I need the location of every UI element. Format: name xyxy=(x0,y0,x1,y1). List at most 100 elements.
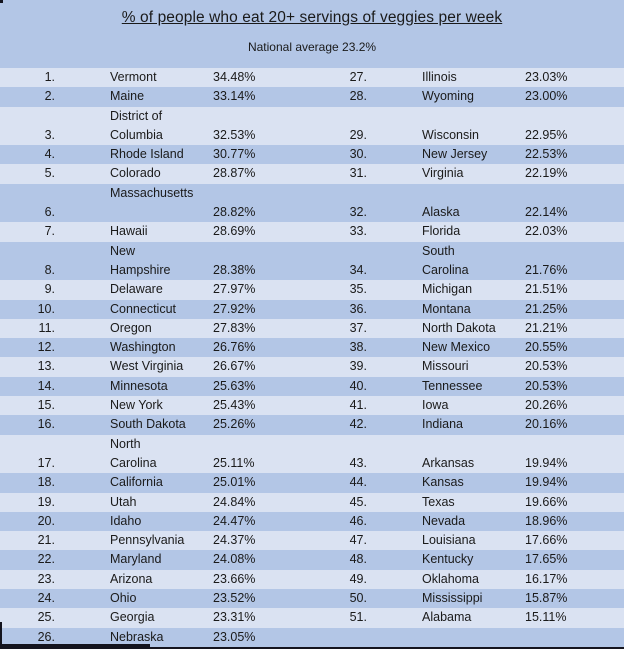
percent-cell: 25.11% xyxy=(213,455,255,470)
rank-cell: 31. xyxy=(349,166,367,181)
state-cell: Hawaii xyxy=(55,222,213,241)
state-cell: Pennsylvania xyxy=(55,531,213,550)
percent-cell: 28.38% xyxy=(213,262,256,277)
state-cell: Kentucky xyxy=(367,550,525,569)
table-row: 22. Maryland 24.08% 48. Kentucky 17.65% xyxy=(0,550,624,570)
state-name-line: Utah xyxy=(110,494,137,509)
rank-cell: 25. xyxy=(37,610,55,625)
state-cell: Colorado xyxy=(55,164,213,183)
table-row: 12. Washington 26.76% 38. New Mexico 20.55% xyxy=(0,338,624,358)
rankings-table: 1. Vermont 34.48% 27. Illinois 23.03% 2. Maine 3… xyxy=(0,68,624,647)
rank-cell: 41. xyxy=(349,398,367,413)
state-cell: Maine xyxy=(55,87,213,106)
table-row: 6. Massachusetts 28.82% 32. Alaska 22.14% xyxy=(0,183,624,223)
state-name-line: Kentucky xyxy=(422,552,474,567)
state-cell: Alabama xyxy=(367,608,525,627)
state-name-line: Michigan xyxy=(422,282,473,297)
percent-cell: 25.43% xyxy=(213,398,256,413)
state-cell: Oregon xyxy=(55,319,213,338)
rank-cell: 13. xyxy=(37,359,55,374)
state-cell: Ohio xyxy=(55,589,213,608)
bottom-edge-line xyxy=(0,647,624,649)
title-row: % of people who eat 20+ servings of vegg… xyxy=(0,0,624,27)
percent-cell: 33.14% xyxy=(213,89,256,104)
state-name-line: District of xyxy=(110,108,163,123)
percent-cell: 30.77% xyxy=(213,147,256,162)
state-name-line: Idaho xyxy=(110,513,142,528)
percent-cell: 25.26% xyxy=(213,417,256,432)
rank-cell: 43. xyxy=(349,455,367,470)
state-name-line: South Dakota xyxy=(110,417,186,432)
rank-cell: 50. xyxy=(349,591,367,606)
percent-cell: 23.05% xyxy=(213,629,256,644)
table-row: 3. District of Columbia 32.53% 29. Wisconsin 2… xyxy=(0,106,624,146)
rank-cell: 24. xyxy=(37,591,55,606)
table-row: 24. Ohio 23.52% 50. Mississippi 15.87% xyxy=(0,589,624,609)
table-row: 19. Utah 24.84% 45. Texas 19.66% xyxy=(0,492,624,512)
state-cell: Louisiana xyxy=(367,531,525,550)
percent-cell: 21.25% xyxy=(525,301,568,316)
percent-cell: 34.48% xyxy=(213,70,256,84)
rank-cell xyxy=(312,628,367,647)
state-cell: Delaware xyxy=(55,280,213,299)
rank-cell: 16. xyxy=(37,417,55,432)
table-row: 17. North Carolina 25.11% 43. Arkansas 19.94% xyxy=(0,434,624,474)
table-row: 13. West Virginia 26.67% 39. Missouri 20.53% xyxy=(0,357,624,377)
percent-cell: 23.66% xyxy=(213,571,256,586)
state-cell: Vermont xyxy=(55,68,213,87)
state-name-line: New Mexico xyxy=(422,340,491,355)
percent-cell: 21.76% xyxy=(525,262,568,277)
state-name-line: North Dakota xyxy=(422,320,496,335)
state-name-line: Louisiana xyxy=(422,533,476,548)
state-cell: New Hampshire xyxy=(55,242,213,281)
percent-cell: 24.84% xyxy=(213,494,256,509)
state-cell: Florida xyxy=(367,222,525,241)
percent-cell: 21.21% xyxy=(525,320,568,335)
state-name-line xyxy=(110,203,213,222)
rank-cell: 49. xyxy=(349,571,367,586)
percent-cell: 24.37% xyxy=(213,533,256,548)
state-cell: Iowa xyxy=(367,396,525,415)
rank-cell: 14. xyxy=(37,378,55,393)
state-name-line: Vermont xyxy=(110,70,157,84)
rank-cell: 48. xyxy=(349,552,367,567)
state-name-line: Nevada xyxy=(422,513,466,528)
state-name-line: Massachusetts xyxy=(110,185,194,200)
rank-cell: 47. xyxy=(349,533,367,548)
state-name-line: Pennsylvania xyxy=(110,533,185,548)
percent-cell: 22.03% xyxy=(525,224,568,239)
percent-cell: 20.16% xyxy=(525,417,568,432)
table-row: 7. Hawaii 28.69% 33. Florida 22.03% xyxy=(0,222,624,242)
percent-cell: 22.14% xyxy=(525,205,568,220)
national-average-label: National average 23.2% xyxy=(247,40,377,54)
state-cell: North Carolina xyxy=(55,435,213,474)
rank-cell: 29. xyxy=(349,127,367,142)
state-cell xyxy=(367,628,525,647)
state-name-line: Washington xyxy=(110,340,176,355)
state-cell: Missouri xyxy=(367,357,525,376)
percent-cell: 23.52% xyxy=(213,591,256,606)
state-cell: Utah xyxy=(55,493,213,512)
percent-cell: 20.53% xyxy=(525,359,568,374)
rank-cell: 26. xyxy=(37,629,55,644)
state-cell: Maryland xyxy=(55,550,213,569)
table-header: % of people who eat 20+ servings of vegg… xyxy=(0,0,624,68)
state-cell: Washington xyxy=(55,338,213,357)
percent-cell: 17.66% xyxy=(525,533,568,548)
state-cell: Tennessee xyxy=(367,377,525,396)
state-cell: California xyxy=(55,473,213,492)
rank-cell: 51. xyxy=(349,610,367,625)
state-cell: Idaho xyxy=(55,512,213,531)
rank-cell: 12. xyxy=(37,340,55,355)
percent-cell: 15.11% xyxy=(525,610,567,625)
rank-cell: 1. xyxy=(44,70,55,84)
state-name-line: Arizona xyxy=(110,571,153,586)
state-name-line: New York xyxy=(110,398,163,413)
percent-cell: 27.92% xyxy=(213,301,256,316)
rank-cell: 34. xyxy=(349,262,367,277)
percent-cell: 27.83% xyxy=(213,320,256,335)
percent-cell: 23.03% xyxy=(525,70,568,84)
percent-cell: 24.47% xyxy=(213,513,256,528)
table-row: 18. California 25.01% 44. Kansas 19.94% xyxy=(0,473,624,493)
state-name-line: Hampshire xyxy=(110,262,171,277)
